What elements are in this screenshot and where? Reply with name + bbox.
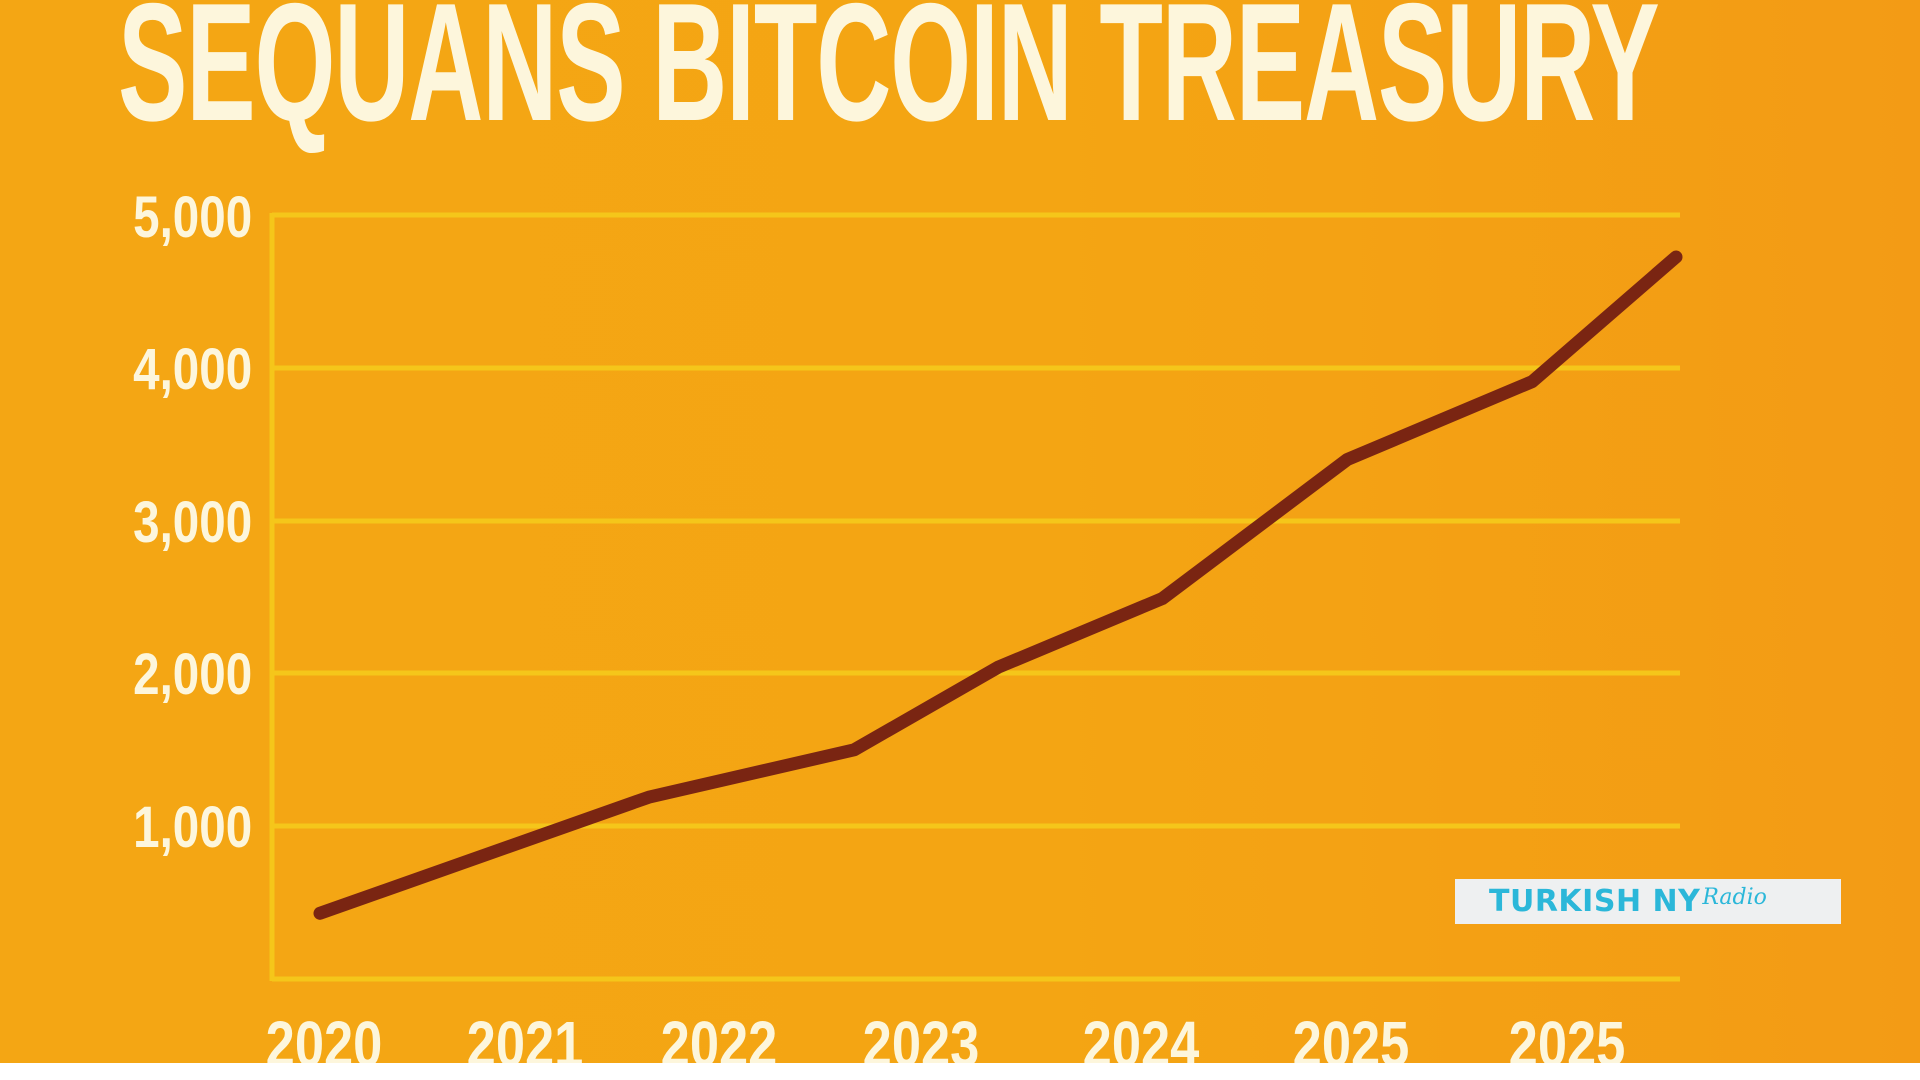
x-tick-label: 2022 [660, 1008, 778, 1063]
y-tick-label: 3,000 [132, 490, 252, 555]
watermark-script-text: Radio [1702, 885, 1767, 910]
y-tick-label: 1,000 [132, 795, 252, 860]
y-tick-label: 2,000 [132, 642, 252, 707]
y-tick-label: 4,000 [132, 337, 252, 402]
data-line [313, 250, 1683, 920]
x-tick-label: 2025 [1508, 1008, 1626, 1063]
watermark-logo: TURKISH NY Radio [1455, 879, 1841, 924]
gridlines [269, 212, 1680, 982]
x-tick-label: 2023 [862, 1008, 980, 1063]
x-tick-label: 2025 [1292, 1008, 1410, 1063]
x-tick-label: 2024 [1082, 1008, 1200, 1063]
x-tick-label: 2021 [466, 1008, 584, 1063]
y-tick-label: 5,000 [132, 185, 252, 250]
chart-title: SEQUANS BITCOIN TREASURY [118, 0, 1660, 156]
x-tick-label: 2020 [265, 1008, 383, 1063]
watermark-main-text: TURKISH NY [1489, 884, 1701, 919]
